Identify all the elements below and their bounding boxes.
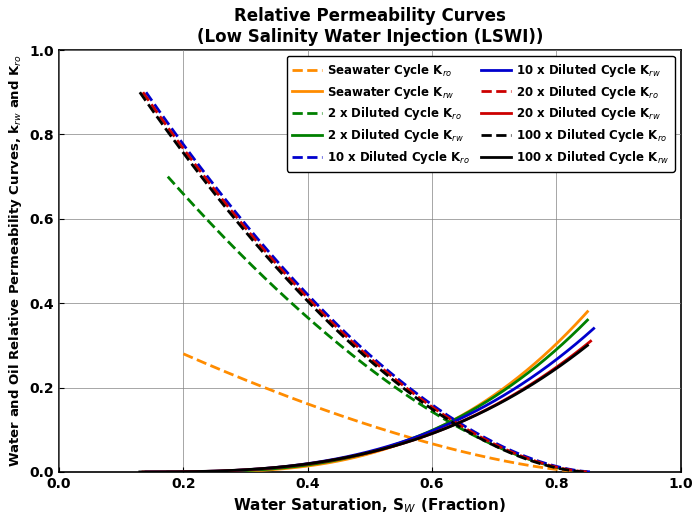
X-axis label: Water Saturation, S$_W$ (Fraction): Water Saturation, S$_W$ (Fraction) (233, 496, 506, 515)
Legend: Seawater Cycle K$_{ro}$, Seawater Cycle K$_{rw}$, 2 x Diluted Cycle K$_{ro}$, 2 : Seawater Cycle K$_{ro}$, Seawater Cycle … (286, 56, 675, 172)
Y-axis label: Water and Oil Relative Permeability Curves, k$_{rw}$ and K$_{ro}$: Water and Oil Relative Permeability Curv… (7, 54, 24, 468)
Title: Relative Permeability Curves
(Low Salinity Water Injection (LSWI)): Relative Permeability Curves (Low Salini… (197, 7, 543, 46)
